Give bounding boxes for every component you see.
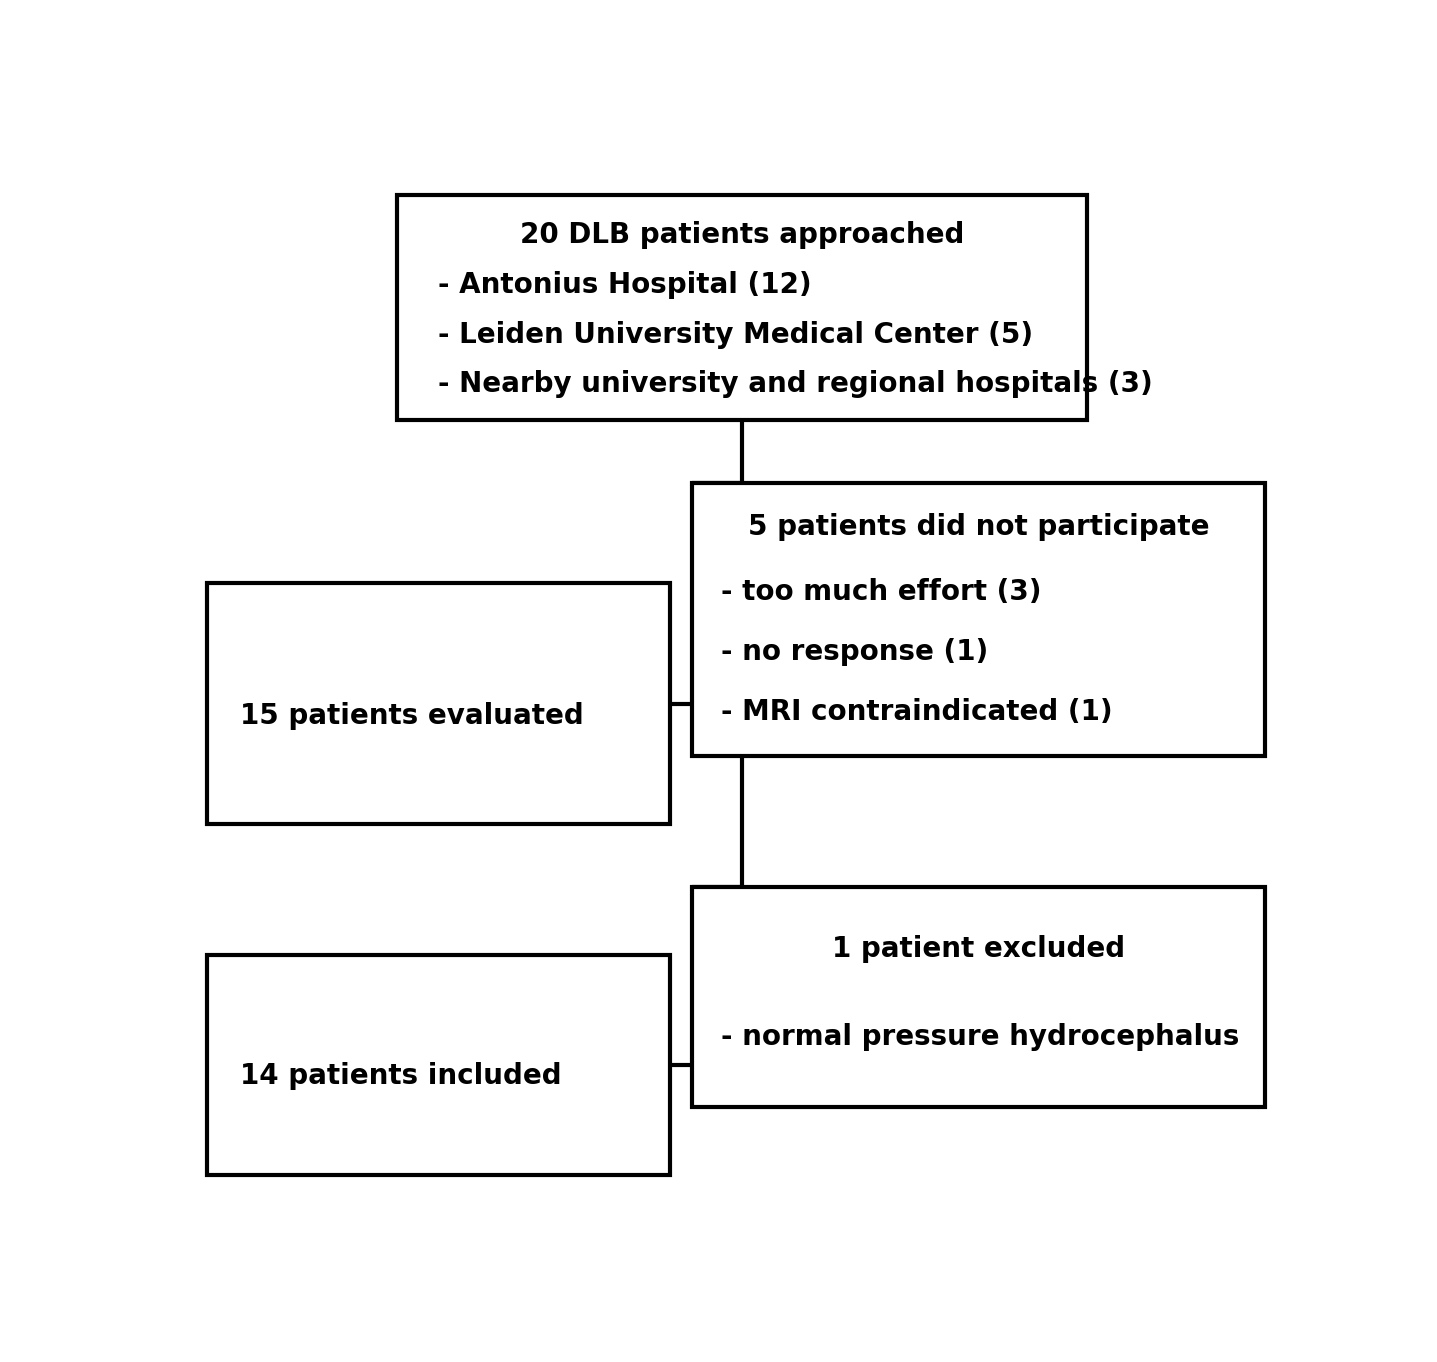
FancyBboxPatch shape — [207, 955, 670, 1175]
Text: - Nearby university and regional hospitals (3): - Nearby university and regional hospita… — [438, 370, 1152, 398]
FancyBboxPatch shape — [397, 195, 1088, 421]
Text: 1 patient excluded: 1 patient excluded — [832, 934, 1125, 963]
Text: 14 patients included: 14 patients included — [240, 1062, 562, 1091]
FancyBboxPatch shape — [693, 887, 1266, 1107]
Text: 5 patients did not participate: 5 patients did not participate — [747, 513, 1210, 541]
Text: 20 DLB patients approached: 20 DLB patients approached — [520, 222, 964, 249]
FancyBboxPatch shape — [693, 484, 1266, 756]
Text: - MRI contraindicated (1): - MRI contraindicated (1) — [720, 699, 1112, 726]
Text: - too much effort (3): - too much effort (3) — [720, 579, 1040, 606]
Text: - Antonius Hospital (12): - Antonius Hospital (12) — [438, 271, 812, 300]
Text: - Leiden University Medical Center (5): - Leiden University Medical Center (5) — [438, 320, 1033, 349]
FancyBboxPatch shape — [207, 583, 670, 824]
Text: - no response (1): - no response (1) — [720, 639, 987, 666]
Text: - normal pressure hydrocephalus: - normal pressure hydrocephalus — [720, 1023, 1239, 1051]
Text: 15 patients evaluated: 15 patients evaluated — [240, 701, 583, 730]
